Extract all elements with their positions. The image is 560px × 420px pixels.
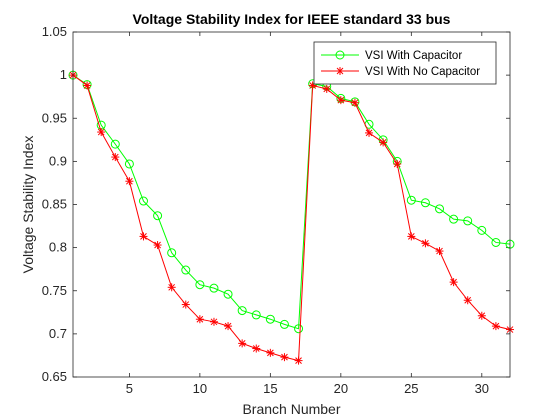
x-tick-label: 10: [193, 381, 207, 396]
series-line: [72, 74, 511, 330]
plot-frame: [72, 31, 511, 378]
data-point: [477, 311, 486, 320]
data-point: [138, 196, 148, 206]
data-point: [420, 198, 430, 208]
y-axis-title: Voltage Stability Index: [20, 136, 36, 274]
data-point: [124, 159, 134, 169]
series-no-capacitor: [69, 71, 514, 365]
data-point: [308, 81, 317, 90]
y-tick-label: 0.95: [42, 110, 67, 125]
data-point: [237, 306, 247, 316]
data-point: [251, 310, 261, 320]
data-point: [463, 216, 473, 226]
data-point: [491, 237, 501, 247]
data-point: [406, 195, 416, 205]
legend: VSI With Capacitor VSI With No Capacitor: [313, 41, 497, 85]
data-point: [279, 319, 289, 329]
data-point: [238, 339, 247, 348]
data-point: [181, 300, 190, 309]
series-layer: [68, 70, 515, 365]
y-tick-label: 1.05: [42, 24, 67, 39]
data-point: [266, 348, 275, 357]
data-point: [195, 280, 205, 290]
data-point: [421, 239, 430, 248]
y-tick-label: 0.75: [42, 283, 67, 298]
y-tick-label: 0.7: [49, 326, 67, 341]
data-point: [379, 138, 388, 147]
data-point: [223, 289, 233, 299]
x-tick-label: 25: [404, 381, 418, 396]
data-point: [449, 278, 458, 287]
x-tick-label: 15: [263, 381, 277, 396]
data-point: [294, 324, 304, 334]
data-point: [167, 283, 176, 292]
data-point: [97, 128, 106, 137]
legend-box: [313, 41, 497, 85]
y-tick-label: 0.85: [42, 197, 67, 212]
data-point: [365, 128, 374, 137]
data-point: [407, 232, 416, 241]
y-tick-label: 0.8: [49, 240, 67, 255]
x-tick-label: 20: [334, 381, 348, 396]
data-point: [491, 322, 500, 331]
data-point: [181, 265, 191, 275]
data-point: [125, 177, 134, 186]
x-tick-label: 30: [475, 381, 489, 396]
data-point: [110, 139, 120, 149]
data-point: [393, 159, 402, 168]
data-point: [265, 314, 275, 324]
series-line: [72, 74, 511, 362]
data-point: [435, 204, 445, 214]
legend-item-with-capacitor: VSI With Capacitor: [321, 50, 462, 62]
data-point: [139, 232, 148, 241]
data-point: [224, 322, 233, 331]
legend-label: VSI With Capacitor: [365, 50, 462, 62]
legend-circle-marker: [335, 50, 345, 60]
data-point: [280, 353, 289, 362]
y-tick-label: 0.9: [49, 153, 67, 168]
data-point: [209, 283, 219, 293]
data-point: [167, 248, 177, 258]
data-point: [111, 153, 120, 162]
legend-item-no-capacitor: VSI With No Capacitor: [321, 66, 480, 78]
x-axis-title: Branch Number: [242, 401, 340, 417]
data-point: [195, 315, 204, 324]
data-point: [294, 356, 303, 365]
data-point: [350, 98, 359, 107]
chart-title: Voltage Stability Index for IEEE standar…: [133, 11, 451, 27]
axes-layer: 5 10 15 20 25 30 0.65 0.7 0.75 0.8 0.85 0.9 0.95 1 1.0…: [42, 24, 510, 396]
data-point: [477, 225, 487, 235]
y-tick-label: 0.65: [42, 369, 67, 384]
legend-label: VSI With No Capacitor: [365, 66, 480, 78]
data-point: [435, 247, 444, 256]
data-point: [209, 317, 218, 326]
data-point: [252, 344, 261, 353]
data-point: [449, 214, 459, 224]
y-tick-label: 1: [60, 67, 67, 82]
x-tick-label: 5: [126, 381, 133, 396]
data-point: [463, 296, 472, 305]
legend-asterisk-marker: [336, 67, 344, 75]
data-point: [322, 84, 331, 93]
data-point: [336, 96, 345, 105]
data-point: [83, 81, 92, 90]
data-point: [153, 211, 163, 221]
data-point: [153, 241, 162, 250]
